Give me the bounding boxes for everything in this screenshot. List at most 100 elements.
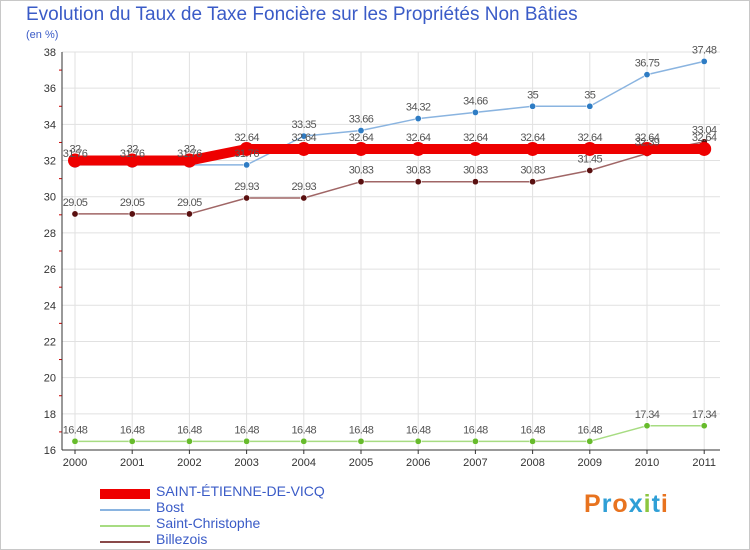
y-tick-label: 26: [44, 264, 56, 276]
data-label: 16.48: [177, 424, 202, 436]
data-point: [643, 71, 651, 79]
y-tick-label: 24: [44, 300, 56, 312]
x-tick-label: 2009: [578, 457, 602, 469]
y-tick-label: 16: [44, 445, 56, 457]
data-label: 32.64: [692, 132, 717, 144]
data-label: 29.05: [120, 197, 145, 209]
data-point: [185, 210, 193, 218]
data-point: [243, 161, 251, 169]
data-point: [700, 57, 708, 65]
data-point: [586, 437, 594, 445]
data-label: 16.48: [406, 424, 431, 436]
legend-swatch: [100, 541, 150, 543]
series-line-billezois: [74, 140, 705, 215]
data-point: [700, 422, 708, 430]
data-label: 32.64: [635, 132, 660, 144]
data-label: 37.48: [692, 44, 717, 56]
data-point: [125, 153, 140, 168]
y-tick-label: 28: [44, 228, 56, 240]
y-tick-label: 38: [44, 47, 56, 59]
data-point: [300, 437, 308, 445]
x-tick-label: 2003: [234, 457, 258, 469]
data-point: [357, 437, 365, 445]
data-label: 32.64: [578, 132, 603, 144]
logo-letter: P: [584, 490, 602, 518]
y-tick-label: 18: [44, 409, 56, 421]
data-label: 33.04: [692, 125, 717, 137]
data-label: 29.93: [292, 181, 317, 193]
data-point: [643, 422, 651, 430]
data-point: [357, 178, 365, 186]
logo-letter: r: [601, 490, 613, 518]
data-label: 32: [127, 144, 139, 156]
data-label: 32.39: [635, 136, 660, 148]
unit-label: (en %): [26, 29, 59, 41]
data-label: 31.76: [177, 148, 202, 160]
data-point: [468, 141, 483, 156]
series-line-saint-christophe: [74, 425, 705, 443]
y-tick-label: 34: [44, 119, 56, 131]
data-point: [354, 141, 368, 156]
data-point: [243, 437, 251, 445]
y-tick-label: 22: [44, 336, 56, 348]
data-label: 16.48: [463, 424, 488, 436]
proxiti-logo: Proxiti: [584, 490, 669, 519]
data-label: 16.48: [349, 424, 374, 436]
chart-title: Evolution du Taux de Taxe Foncière sur l…: [26, 4, 578, 25]
data-label: 31.76: [234, 148, 259, 160]
data-label: 32: [69, 144, 81, 156]
data-label: 30.83: [349, 165, 374, 177]
data-point: [586, 102, 594, 110]
legend-swatch: [100, 489, 150, 499]
y-tick-label: 32: [44, 156, 56, 168]
y-tick-label: 30: [44, 192, 56, 204]
x-tick-label: 2001: [120, 457, 144, 469]
data-label: 32.64: [349, 132, 374, 144]
legend-swatch: [100, 509, 150, 511]
series-line-saint-tienne-de-vicq: [70, 143, 710, 166]
data-point: [68, 153, 82, 168]
data-point: [471, 108, 479, 116]
logo-letter: o: [612, 490, 629, 518]
data-label: 32: [184, 144, 196, 156]
data-point: [185, 437, 193, 445]
data-label: 34.32: [406, 102, 431, 114]
data-label: 33.66: [349, 114, 374, 126]
data-label: 32.64: [292, 132, 317, 144]
data-label: 36.75: [635, 58, 660, 70]
data-label: 17.34: [692, 409, 717, 421]
data-label: 31.45: [578, 153, 603, 165]
data-label: 16.48: [292, 424, 317, 436]
data-point: [71, 437, 79, 445]
data-point: [296, 141, 311, 156]
data-label: 16.48: [520, 424, 545, 436]
data-label: 32.64: [520, 132, 545, 144]
data-label: 30.83: [520, 165, 545, 177]
data-label: 16.48: [234, 424, 259, 436]
legend-label: SAINT-ÉTIENNE-DE-VICQ: [156, 483, 325, 499]
data-point: [414, 437, 422, 445]
data-point: [300, 194, 308, 202]
data-point: [128, 210, 136, 218]
data-label: 16.48: [63, 424, 88, 436]
legend-label: Bost: [156, 499, 185, 515]
data-label: 31.76: [120, 148, 145, 160]
data-label: 29.93: [234, 181, 259, 193]
data-point: [300, 132, 308, 140]
data-label: 31.76: [63, 148, 88, 160]
plot-area: [62, 52, 720, 450]
x-tick-label: 2002: [177, 457, 201, 469]
data-label: 17.34: [635, 409, 660, 421]
data-label: 32.64: [234, 132, 259, 144]
x-tick-label: 2006: [406, 457, 430, 469]
data-point: [525, 141, 540, 156]
data-point: [411, 141, 426, 156]
data-label: 35: [527, 89, 539, 101]
data-point: [529, 178, 537, 186]
x-tick-label: 2004: [292, 457, 316, 469]
data-label: 29.05: [177, 197, 202, 209]
x-tick-label: 2007: [463, 457, 487, 469]
logo-letter: i: [660, 490, 669, 518]
data-point: [71, 210, 79, 218]
data-point: [182, 153, 197, 168]
